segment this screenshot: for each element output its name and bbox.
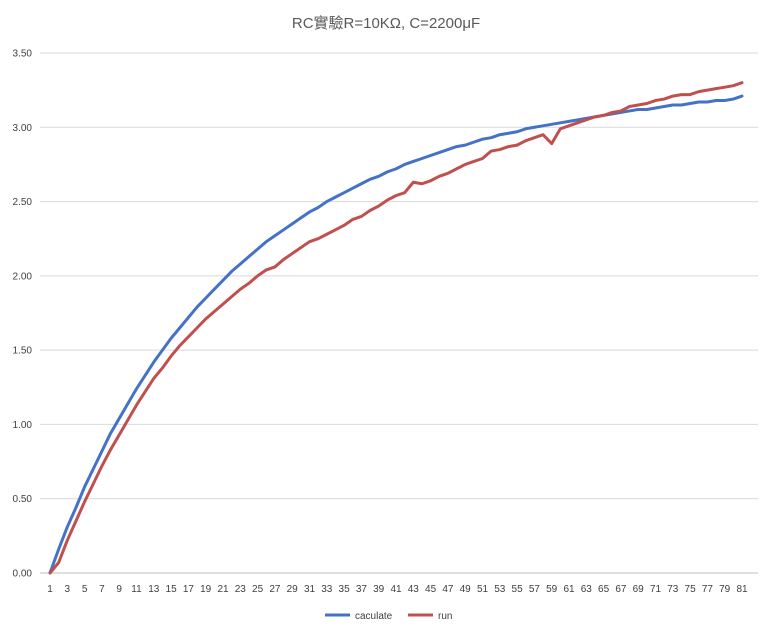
y-tick-label: 0.00 <box>13 569 33 580</box>
x-tick-label: 31 <box>304 584 316 595</box>
x-tick-label: 33 <box>321 584 333 595</box>
x-tick-label: 39 <box>373 584 385 595</box>
x-axis-tick-labels: 1 3 5 7 9 11 13 15 17 19 21 23 25 27 29 31 33 35 37 39 41 43 4… <box>47 584 748 595</box>
x-tick-label: 37 <box>356 584 368 595</box>
y-tick-label: 1.50 <box>13 346 33 357</box>
series-line-run <box>48 81 744 575</box>
gridlines <box>40 52 758 500</box>
legend: caculate run <box>325 611 452 622</box>
x-tick-label: 35 <box>339 584 351 595</box>
x-tick-label: 9 <box>116 584 122 595</box>
x-tick-label: 25 <box>252 584 264 595</box>
x-tick-label: 19 <box>200 584 212 595</box>
x-tick-label: 69 <box>633 584 645 595</box>
x-tick-label: 15 <box>166 584 178 595</box>
x-tick-label: 7 <box>99 584 105 595</box>
x-tick-label: 45 <box>425 584 437 595</box>
x-tick-label: 49 <box>460 584 472 595</box>
chart-title: RC實驗R=10KΩ, C=2200μF <box>292 14 480 32</box>
x-tick-label: 75 <box>685 584 697 595</box>
y-axis-tick-labels: 0.00 0.50 1.00 1.50 2.00 2.50 3.00 3.50 <box>13 49 33 580</box>
x-tick-label: 27 <box>269 584 281 595</box>
legend-label-run: run <box>438 611 452 622</box>
x-tick-label: 59 <box>546 584 558 595</box>
legend-label-caculate: caculate <box>355 611 393 622</box>
x-tick-label: 47 <box>442 584 454 595</box>
x-tick-label: 67 <box>615 584 627 595</box>
x-tick-label: 3 <box>65 584 71 595</box>
y-tick-label: 3.00 <box>13 123 33 134</box>
x-tick-label: 61 <box>563 584 575 595</box>
x-tick-label: 29 <box>287 584 299 595</box>
x-tick-label: 53 <box>494 584 506 595</box>
x-tick-label: 77 <box>702 584 714 595</box>
x-tick-label: 73 <box>667 584 679 595</box>
x-tick-label: 23 <box>235 584 247 595</box>
series-line-caculate <box>48 94 744 575</box>
x-tick-label: 41 <box>390 584 402 595</box>
x-tick-label: 71 <box>650 584 662 595</box>
x-tick-label: 5 <box>82 584 88 595</box>
y-tick-label: 2.50 <box>13 197 33 208</box>
x-tick-label: 21 <box>217 584 229 595</box>
x-tick-label: 11 <box>131 584 142 595</box>
x-tick-label: 51 <box>477 584 489 595</box>
y-tick-label: 3.50 <box>13 49 33 60</box>
x-tick-label: 57 <box>529 584 541 595</box>
x-tick-label: 65 <box>598 584 610 595</box>
series-lines <box>48 81 744 575</box>
x-tick-label: 43 <box>408 584 420 595</box>
x-tick-label: 13 <box>148 584 160 595</box>
y-tick-label: 1.00 <box>13 420 33 431</box>
y-tick-label: 2.00 <box>13 271 33 282</box>
x-tick-label: 17 <box>183 584 195 595</box>
x-tick-label: 79 <box>719 584 731 595</box>
x-tick-label: 1 <box>47 584 53 595</box>
x-tick-label: 81 <box>736 584 748 595</box>
x-tick-label: 63 <box>581 584 593 595</box>
x-tick-label: 55 <box>512 584 524 595</box>
y-tick-label: 0.50 <box>13 494 33 505</box>
